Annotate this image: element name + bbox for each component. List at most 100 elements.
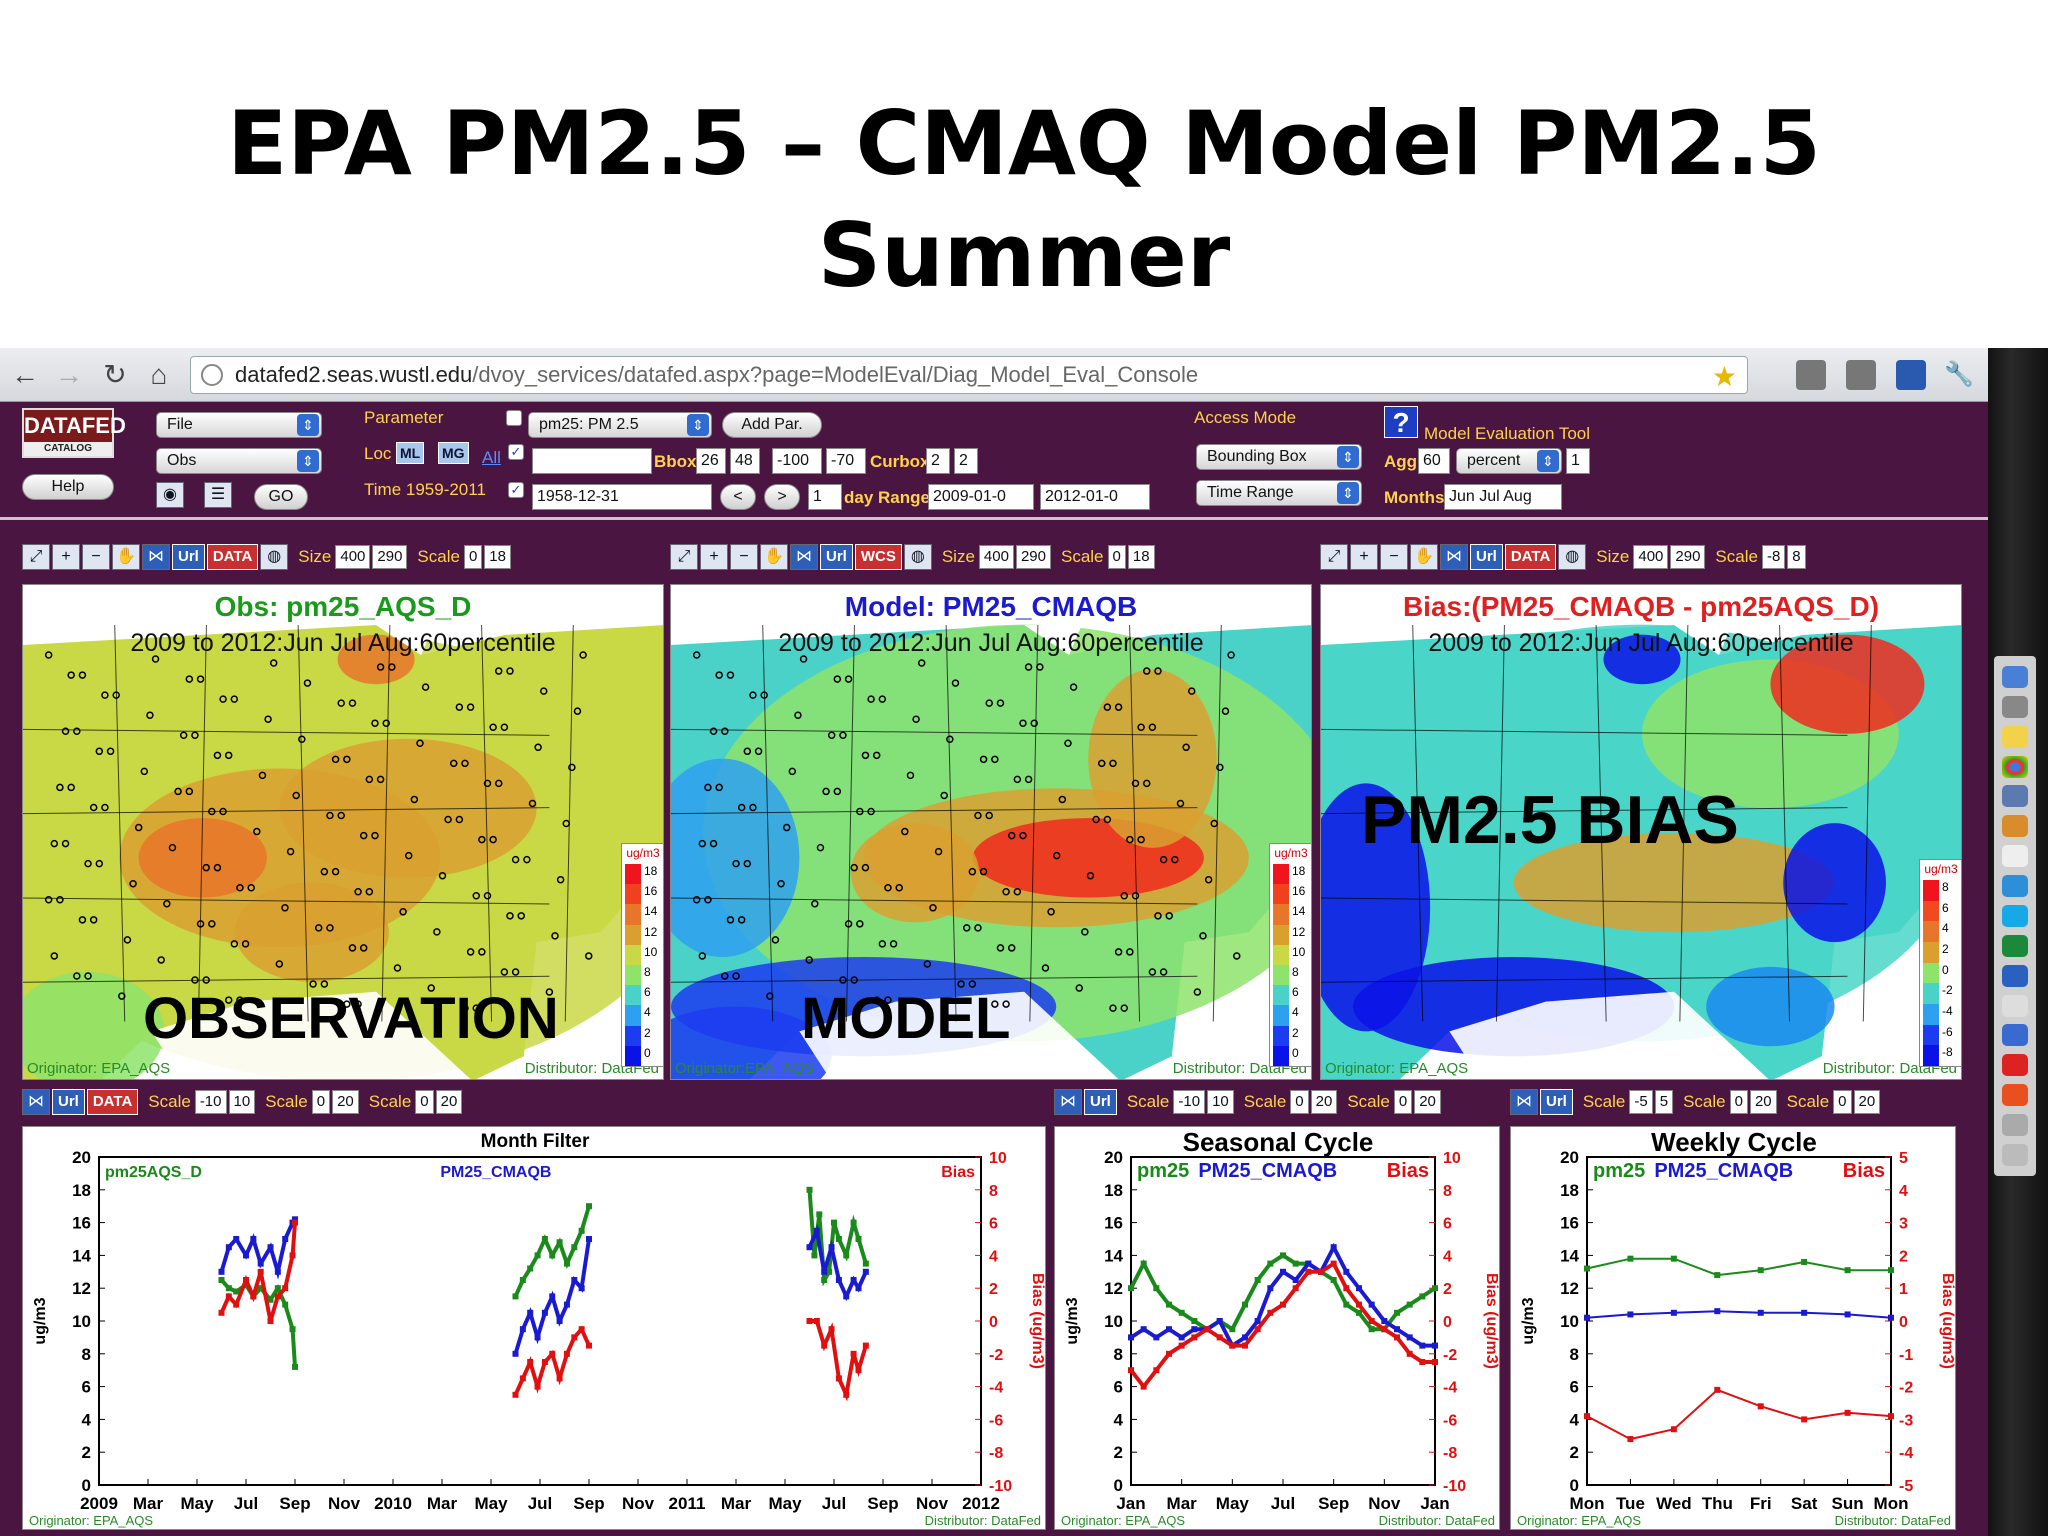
dock-app-icon[interactable] xyxy=(2002,875,2028,898)
scale-max-input[interactable]: 18 xyxy=(484,545,511,569)
scale-max-input[interactable]: 5 xyxy=(1654,1090,1674,1114)
chart-svg[interactable]: Weekly Cycle20181614121086420543210-1-2-… xyxy=(1511,1127,1957,1531)
loc-all-link[interactable]: All xyxy=(482,448,501,467)
forward-icon[interactable]: → xyxy=(55,359,83,390)
bbox-input[interactable]: 26 xyxy=(696,448,726,474)
size-width-input[interactable]: 400 xyxy=(1633,545,1669,569)
agg-n-input[interactable]: 1 xyxy=(1566,448,1590,474)
scale-max-input[interactable]: 18 xyxy=(1127,545,1155,569)
scale-min-input[interactable]: 0 xyxy=(1290,1090,1309,1114)
extension-icon[interactable] xyxy=(1796,360,1826,390)
scale-min-input[interactable]: 0 xyxy=(311,1090,331,1114)
dock-app-icon[interactable] xyxy=(2002,994,2028,1017)
time-range-select[interactable]: Time Range xyxy=(1196,480,1362,506)
globe-icon[interactable]: ◍ xyxy=(1558,544,1587,570)
dock-app-icon[interactable] xyxy=(2002,695,2028,718)
data-button[interactable]: WCS xyxy=(854,544,902,570)
wrench-icon[interactable]: 🔧 xyxy=(1944,361,1974,388)
scale-max-input[interactable]: 20 xyxy=(1853,1090,1881,1114)
size-height-input[interactable]: 290 xyxy=(372,545,408,569)
file-select[interactable]: File xyxy=(156,412,322,438)
network-icon[interactable]: ⋈ xyxy=(790,544,818,570)
map-canvas[interactable] xyxy=(23,585,664,1080)
zoom-extent-icon[interactable]: ⤢ xyxy=(22,544,50,570)
parameter-checkbox[interactable] xyxy=(506,410,522,426)
range-end-input[interactable]: 2012-01-0 xyxy=(1040,484,1150,510)
zoom-out-icon[interactable]: − xyxy=(82,544,110,570)
network-icon[interactable]: ⋈ xyxy=(1510,1089,1538,1115)
scale-min-input[interactable]: 0 xyxy=(415,1090,434,1114)
url-button[interactable]: Url xyxy=(1540,1089,1573,1115)
scale-min-input[interactable]: 0 xyxy=(1107,545,1126,569)
dock-app-icon[interactable] xyxy=(2002,815,2028,838)
bbox-input[interactable]: -70 xyxy=(826,448,866,474)
loc-ml-button[interactable]: ML xyxy=(396,442,425,464)
dock-app-icon[interactable] xyxy=(2002,1084,2028,1107)
scale-max-input[interactable]: 10 xyxy=(1207,1090,1234,1114)
map-panel[interactable]: Model: PM25_CMAQB 2009 to 2012:Jun Jul Au… xyxy=(670,584,1312,1080)
url-button[interactable]: Url xyxy=(820,544,853,570)
pan-hand-icon[interactable]: ✋ xyxy=(760,544,788,570)
back-icon[interactable]: ← xyxy=(11,359,39,390)
access-mode-select[interactable]: Bounding Box xyxy=(1196,444,1362,470)
dock-app-icon[interactable] xyxy=(2002,1114,2028,1137)
eye-icon[interactable]: ◉ xyxy=(156,482,184,508)
dock-app-icon[interactable] xyxy=(2002,725,2028,748)
dock-app-icon[interactable] xyxy=(2002,934,2028,957)
scale-max-input[interactable]: 10 xyxy=(228,1090,256,1114)
scale-min-input[interactable]: 0 xyxy=(463,545,483,569)
chrome-icon[interactable] xyxy=(2002,755,2028,778)
zoom-extent-icon[interactable]: ⤢ xyxy=(1320,544,1348,570)
extension-icon[interactable] xyxy=(1846,360,1876,390)
go-button[interactable]: GO xyxy=(254,484,308,510)
dock-app-icon[interactable] xyxy=(2002,665,2028,688)
map-canvas[interactable] xyxy=(1321,585,1962,1080)
size-width-input[interactable]: 400 xyxy=(978,545,1014,569)
reload-icon[interactable]: ↻ xyxy=(103,359,127,390)
bbox-input[interactable]: -100 xyxy=(772,448,822,474)
pan-hand-icon[interactable]: ✋ xyxy=(112,544,140,570)
loc-input[interactable] xyxy=(532,448,652,474)
pdf-icon[interactable] xyxy=(2002,1054,2028,1077)
parameter-select[interactable]: pm25: PM 2.5 xyxy=(528,412,712,438)
bbox-input[interactable]: 48 xyxy=(730,448,760,474)
step-input[interactable]: 1 xyxy=(808,484,842,510)
scale-max-input[interactable]: 20 xyxy=(1310,1090,1338,1114)
network-icon[interactable]: ⋈ xyxy=(1054,1089,1082,1115)
data-button[interactable]: DATA xyxy=(1504,544,1557,570)
trash-icon[interactable] xyxy=(2002,1143,2028,1166)
datafed-logo[interactable]: DATAFED CATALOG xyxy=(22,408,126,458)
zoom-in-icon[interactable]: + xyxy=(700,544,728,570)
scale-max-input[interactable]: 20 xyxy=(1414,1090,1441,1114)
loc-mg-button[interactable]: MG xyxy=(438,442,469,464)
scale-min-input[interactable]: 0 xyxy=(1393,1090,1413,1114)
curbox-input[interactable]: 2 xyxy=(954,448,978,474)
obs-select[interactable]: Obs xyxy=(156,448,322,474)
network-icon[interactable]: ⋈ xyxy=(1440,544,1468,570)
curbox-input[interactable]: 2 xyxy=(926,448,950,474)
scale-max-input[interactable]: 20 xyxy=(435,1090,463,1114)
agg-input[interactable]: 60 xyxy=(1418,448,1450,474)
scale-min-input[interactable]: -5 xyxy=(1629,1090,1653,1114)
globe-icon[interactable]: ◍ xyxy=(260,544,289,570)
chart-panel[interactable]: Seasonal Cycle 20 18 16 14 12 10 8 6 4 2 0 10 8 6 4 2 0 -2… xyxy=(1054,1126,1500,1530)
globe-icon[interactable]: ◍ xyxy=(903,544,932,570)
help-question-icon[interactable]: ? xyxy=(1384,406,1418,438)
scale-max-input[interactable]: 8 xyxy=(1787,545,1806,569)
extension-icon[interactable] xyxy=(1896,360,1926,390)
chart-panel[interactable]: Month Filter 20 18 16 14 12 10 8 6 4 2 0 10 8 6 4 2 0 -2 -4… xyxy=(22,1126,1046,1530)
prev-button[interactable]: < xyxy=(720,484,756,510)
chart-svg[interactable]: Seasonal Cycle201816141210864201086420-2… xyxy=(1055,1127,1501,1531)
dock-app-icon[interactable] xyxy=(2002,964,2028,987)
scale-min-input[interactable]: 0 xyxy=(1729,1090,1748,1114)
scale-max-input[interactable]: 20 xyxy=(1749,1090,1777,1114)
zoom-out-icon[interactable]: − xyxy=(730,544,758,570)
dock-app-icon[interactable] xyxy=(2002,785,2028,808)
pan-hand-icon[interactable]: ✋ xyxy=(1410,544,1438,570)
map-canvas[interactable] xyxy=(671,585,1312,1080)
loc-checkbox[interactable]: ✓ xyxy=(508,444,524,460)
scale-max-input[interactable]: 20 xyxy=(332,1090,359,1114)
agg-mode-select[interactable]: percent xyxy=(1456,448,1562,474)
zoom-in-icon[interactable]: + xyxy=(52,544,80,570)
url-button[interactable]: Url xyxy=(172,544,205,570)
